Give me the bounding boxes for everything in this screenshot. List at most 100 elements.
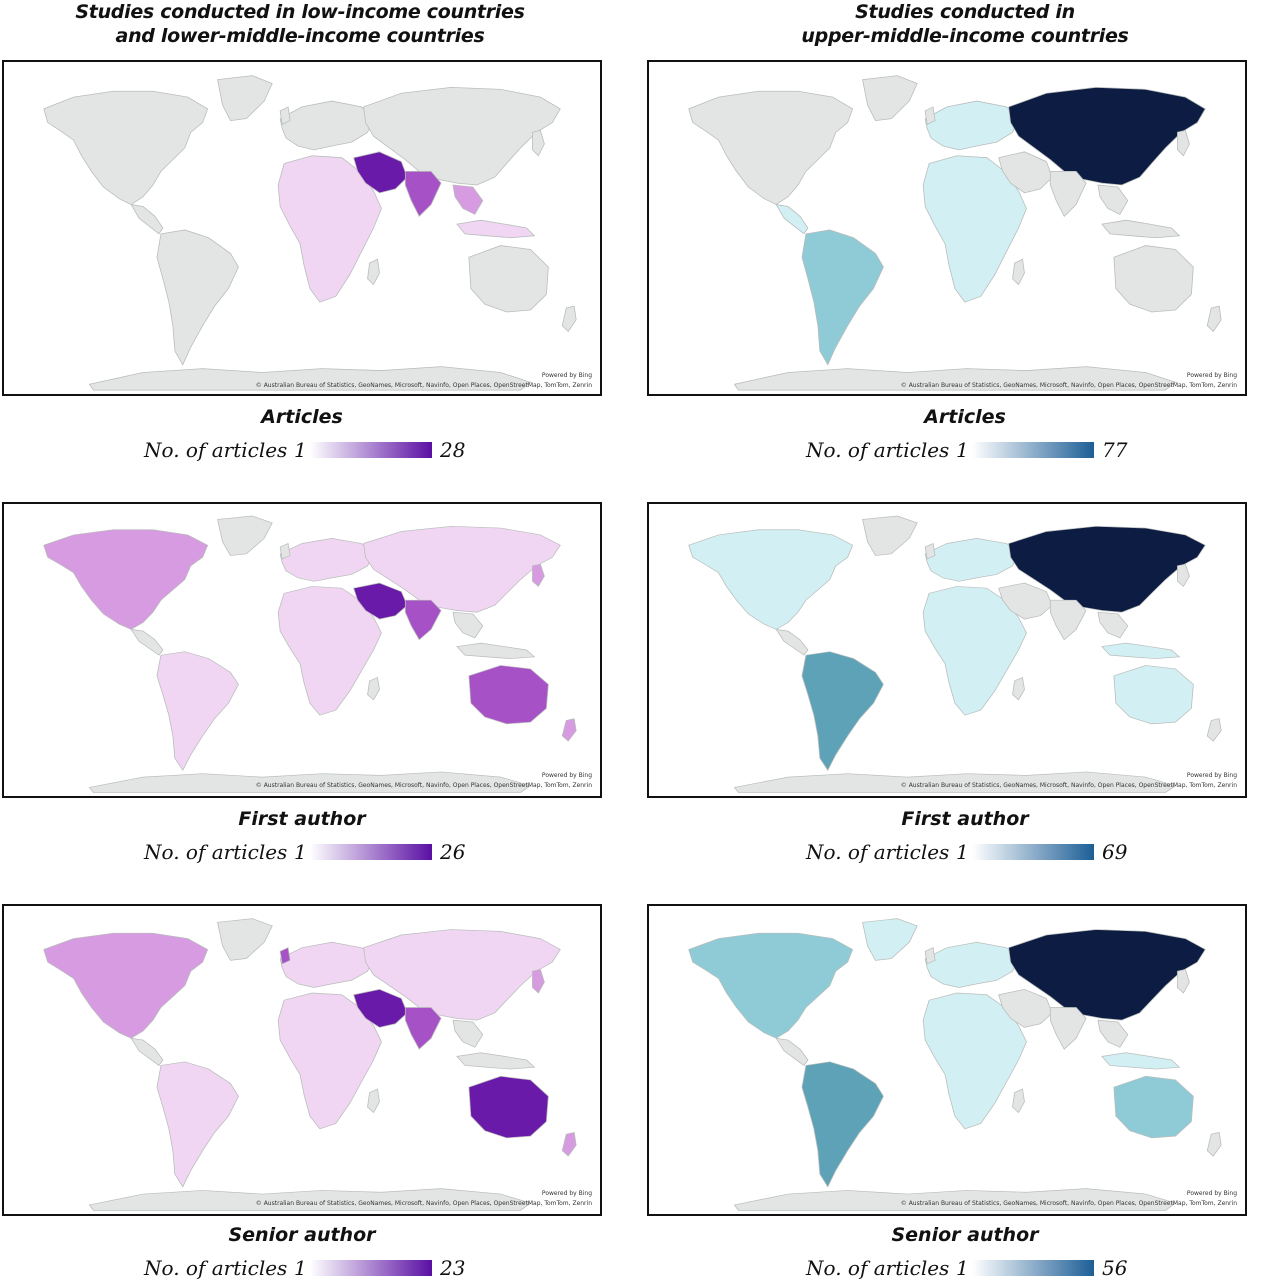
region-asia	[1008, 86, 1206, 186]
powered-by-credit: Powered by Bing	[541, 772, 592, 779]
region-asia	[1008, 525, 1206, 613]
legend-label: No. of articles	[806, 840, 950, 864]
world-map	[43, 918, 577, 1211]
powered-by-credit: Powered by Bing	[1186, 1190, 1237, 1197]
region-central-america	[775, 204, 809, 235]
legend-color-ramp	[972, 844, 1094, 860]
region-central-america	[775, 628, 809, 656]
region-greenland	[862, 918, 918, 961]
panel-label: Senior author	[891, 1224, 1039, 1246]
region-central-america	[130, 204, 164, 235]
region-madagascar	[367, 258, 380, 286]
region-new-zealand	[1206, 718, 1222, 742]
map-senior-author-upper-middle-income: Powered by Bing © Australian Bureau of St…	[647, 904, 1247, 1216]
region-se-asia	[452, 611, 484, 639]
region-europe	[279, 538, 374, 582]
legend-color-ramp	[972, 442, 1094, 458]
legend-max: 69	[1102, 840, 1128, 864]
region-europe	[279, 100, 374, 151]
region-south-america	[801, 1061, 884, 1188]
region-uk	[924, 542, 936, 560]
region-asia	[363, 525, 561, 613]
region-north-america	[43, 932, 209, 1039]
region-india	[404, 170, 442, 217]
region-new-zealand	[561, 718, 577, 742]
map-first-author-low-income: Powered by Bing © Australian Bureau of St…	[2, 502, 602, 798]
legend-min: 1	[294, 1256, 307, 1280]
region-madagascar	[1012, 1088, 1025, 1114]
region-middle-east	[353, 582, 408, 620]
region-japan	[1177, 563, 1190, 588]
region-north-america	[688, 932, 854, 1039]
region-madagascar	[1012, 258, 1025, 286]
region-asia	[363, 929, 561, 1021]
legend-max: 28	[440, 438, 466, 462]
panel-label: Articles	[924, 406, 1006, 428]
legend-label: No. of articles	[806, 1256, 950, 1280]
column-title-line-2: and lower-middle-income countries	[115, 25, 485, 47]
legend-label: No. of articles	[144, 438, 288, 462]
region-north-america	[688, 529, 854, 630]
region-uk	[279, 106, 291, 126]
region-antarctica	[733, 1188, 1177, 1211]
region-south-america	[156, 229, 239, 366]
region-japan	[532, 129, 545, 157]
region-central-america	[775, 1037, 809, 1066]
region-greenland	[862, 515, 918, 556]
region-europe	[279, 941, 374, 988]
legend-max: 77	[1102, 438, 1128, 462]
region-greenland	[217, 515, 273, 556]
legend-min: 1	[956, 1256, 969, 1280]
region-new-zealand	[1206, 1132, 1222, 1157]
powered-by-credit: Powered by Bing	[541, 372, 592, 379]
region-central-america	[130, 1037, 164, 1066]
region-se-asia	[452, 1019, 484, 1048]
map-first-author-upper-middle-income: Powered by Bing © Australian Bureau of St…	[647, 502, 1247, 798]
column-title-line-1: Studies conducted in low-income countrie…	[75, 1, 525, 23]
region-australia	[1113, 1075, 1194, 1139]
legend-max: 23	[440, 1256, 466, 1280]
region-antarctica	[733, 771, 1177, 793]
region-asia	[363, 86, 561, 186]
legend: No. of articles 1 26	[144, 840, 474, 864]
region-north-america	[43, 90, 209, 206]
region-antarctica	[88, 771, 532, 793]
region-middle-east	[998, 582, 1053, 620]
region-indonesia	[456, 219, 536, 239]
region-north-america	[43, 529, 209, 630]
region-australia	[468, 665, 549, 725]
legend: No. of articles 1 28	[144, 438, 474, 462]
map-attribution: © Australian Bureau of Statistics, GeoNa…	[255, 1200, 592, 1207]
region-greenland	[217, 918, 273, 961]
region-south-america	[801, 229, 884, 366]
region-greenland	[217, 75, 273, 122]
region-south-america	[156, 651, 239, 771]
legend-max: 56	[1102, 1256, 1128, 1280]
region-australia	[1113, 245, 1194, 313]
region-madagascar	[367, 1088, 380, 1114]
world-map	[688, 515, 1222, 793]
map-senior-author-low-income: Powered by Bing © Australian Bureau of St…	[2, 904, 602, 1216]
legend: No. of articles 1 56	[806, 1256, 1136, 1280]
panel-label: Senior author	[228, 1224, 376, 1246]
region-indonesia	[456, 1052, 536, 1070]
legend-label: No. of articles	[806, 438, 950, 462]
region-uk	[279, 542, 291, 560]
region-asia	[1008, 929, 1206, 1021]
region-australia	[468, 245, 549, 313]
legend-min: 1	[294, 840, 307, 864]
legend-label: No. of articles	[144, 1256, 288, 1280]
world-map	[43, 75, 577, 391]
region-greenland	[862, 75, 918, 122]
region-se-asia	[1097, 184, 1129, 215]
map-attribution: © Australian Bureau of Statistics, GeoNa…	[900, 1200, 1237, 1207]
legend-color-ramp	[310, 442, 432, 458]
region-middle-east	[998, 988, 1053, 1028]
panel-label: First author	[238, 808, 366, 830]
legend-min: 1	[294, 438, 307, 462]
region-south-america	[156, 1061, 239, 1188]
world-map	[43, 515, 577, 793]
region-new-zealand	[561, 1132, 577, 1157]
region-antarctica	[733, 366, 1177, 391]
legend-min: 1	[956, 840, 969, 864]
